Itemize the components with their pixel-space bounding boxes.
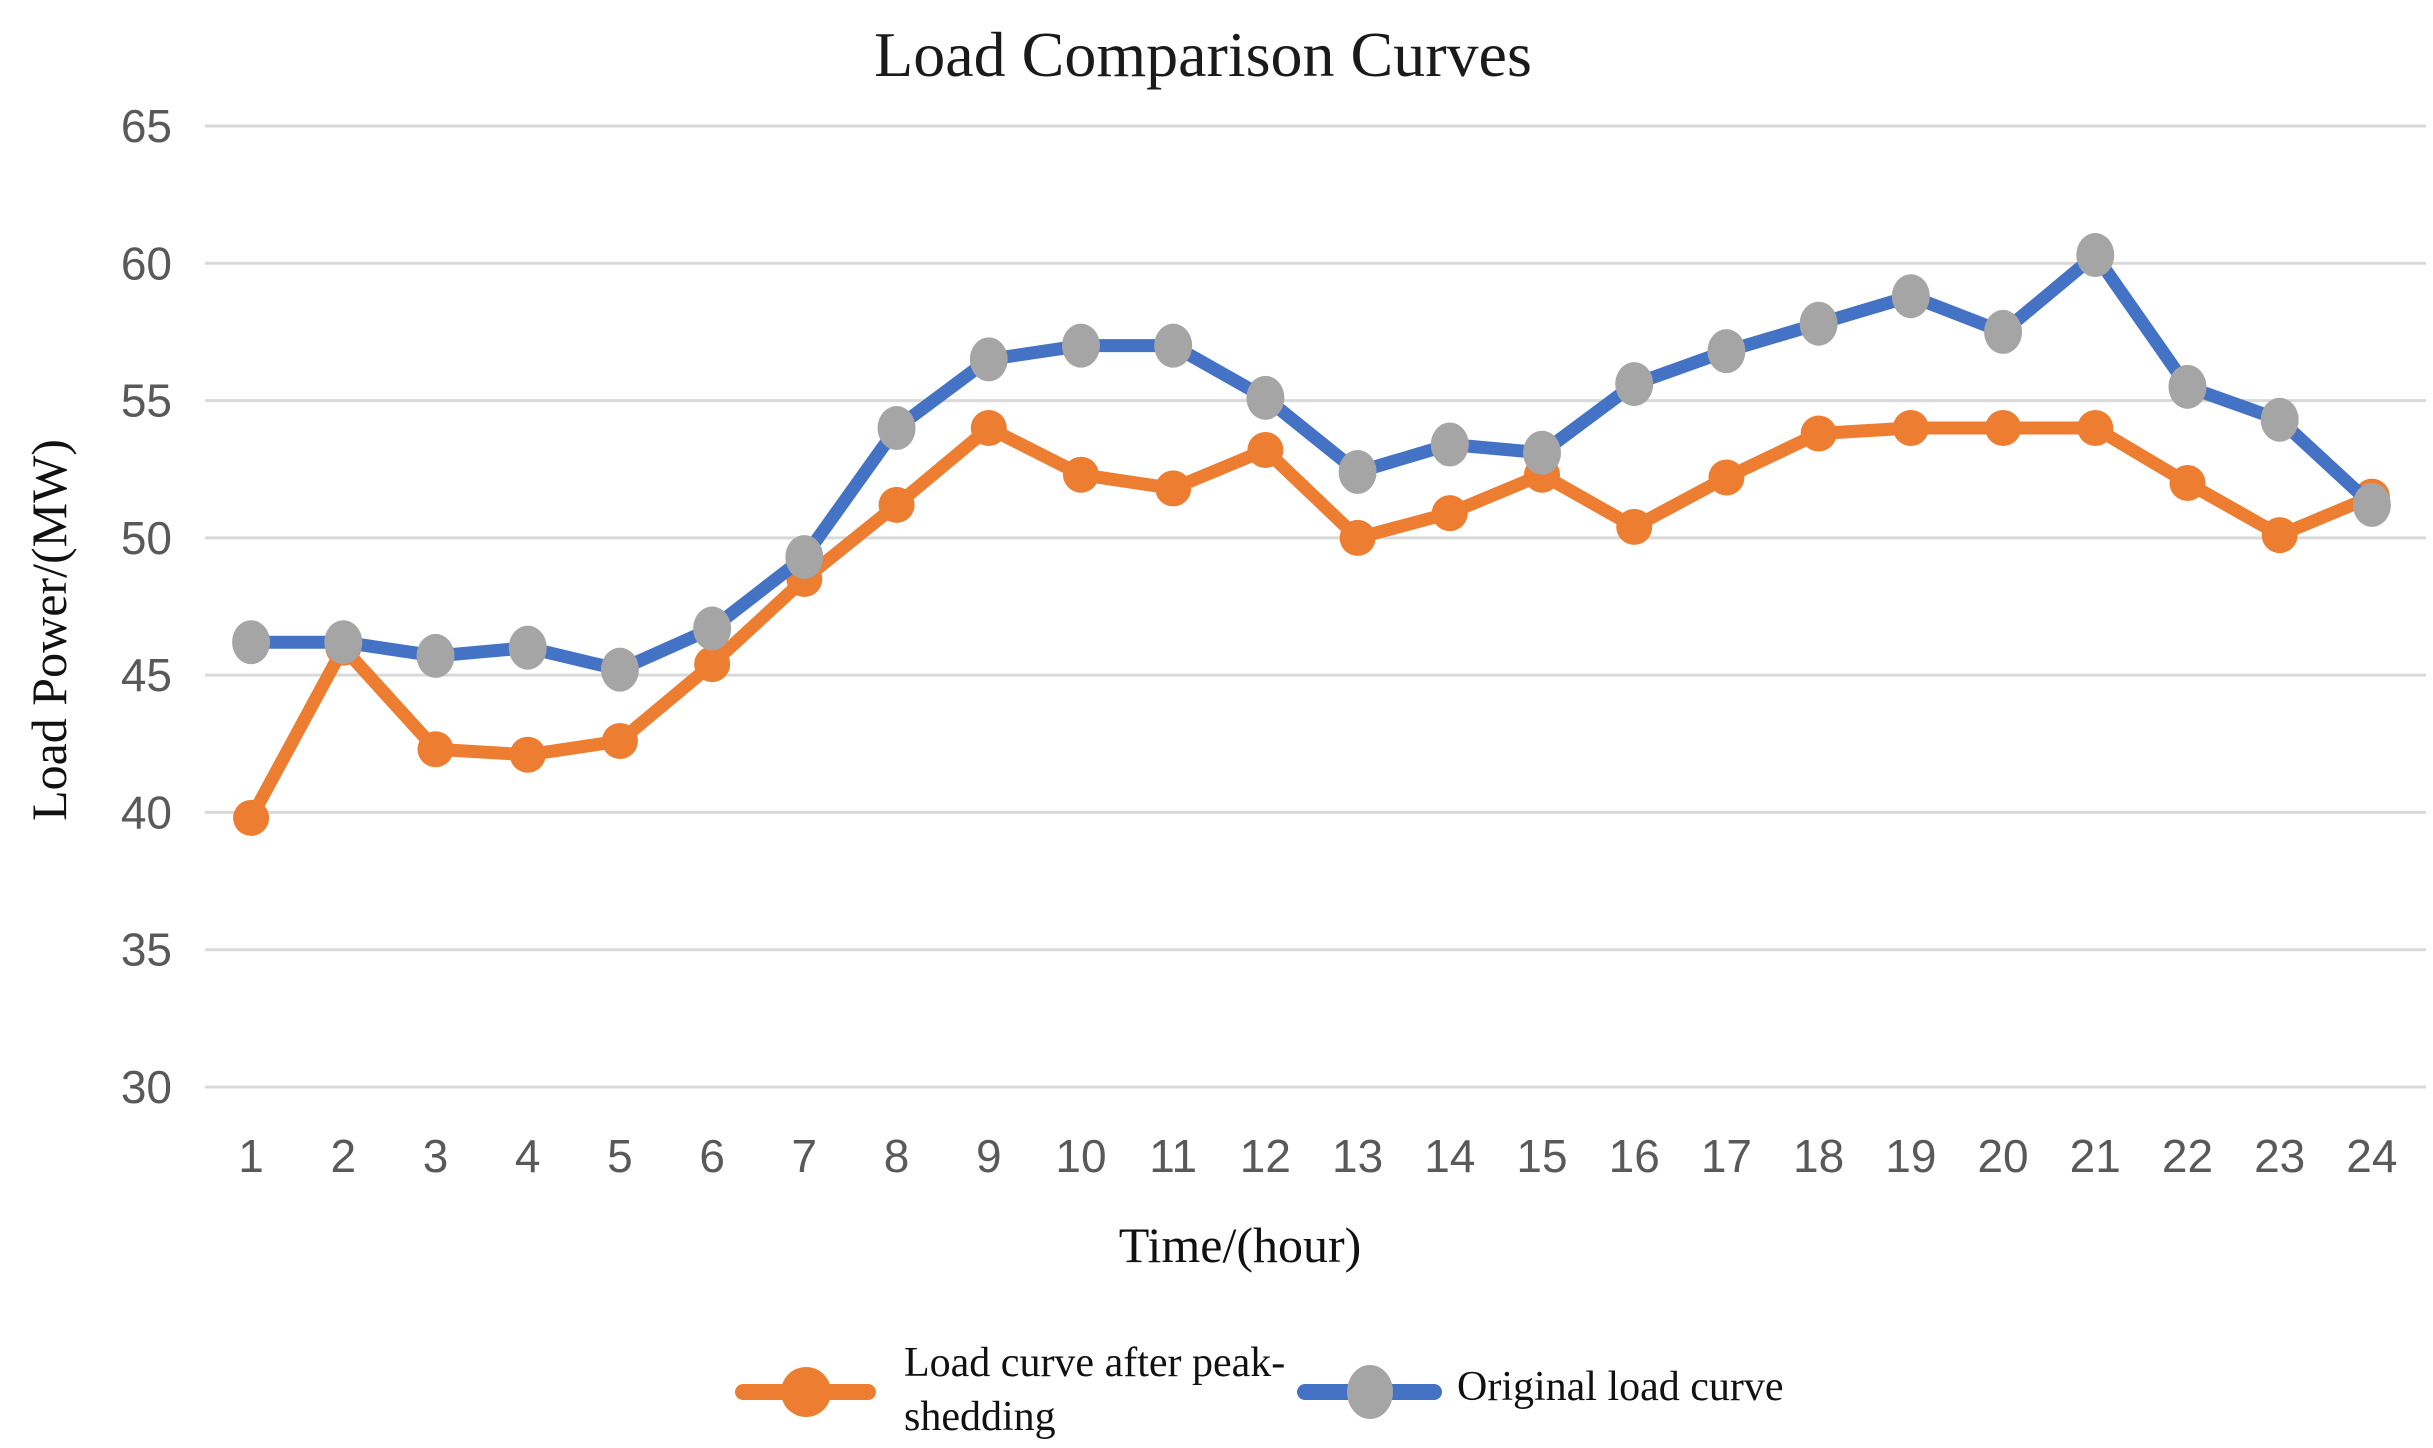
marker-peakshed-h13: [1339, 519, 1376, 556]
x-tick-label-3: 3: [423, 1130, 449, 1182]
y-tick-label-60: 60: [121, 237, 172, 289]
marker-peakshed-h4: [509, 736, 546, 773]
x-tick-label-22: 22: [2162, 1130, 2213, 1182]
x-tick-label-14: 14: [1424, 1130, 1475, 1182]
x-tick-label-24: 24: [2346, 1130, 2397, 1182]
marker-peakshed-h5: [601, 723, 638, 760]
marker-original-h22: [2168, 364, 2207, 409]
legend-label-peakshed-line1: Load curve after peak-: [904, 1340, 1285, 1386]
x-tick-label-9: 9: [976, 1130, 1002, 1182]
y-tick-label-35: 35: [121, 924, 172, 976]
marker-original-h4: [508, 625, 547, 670]
marker-peakshed-h23: [2261, 517, 2298, 554]
legend-label-peakshed-line2: shedding: [904, 1394, 1056, 1440]
y-tick-labels: 65 60 55 50 45 40 35 30: [121, 100, 172, 1113]
marker-original-h1: [232, 620, 271, 665]
marker-peakshed-h22: [2169, 464, 2206, 501]
x-tick-label-23: 23: [2254, 1130, 2305, 1182]
marker-original-h5: [600, 647, 639, 692]
marker-peakshed-h14: [1431, 495, 1468, 532]
y-tick-label-40: 40: [121, 786, 172, 838]
marker-original-h19: [1891, 274, 1930, 319]
marker-peakshed-h12: [1247, 431, 1284, 468]
marker-original-h17: [1707, 329, 1746, 374]
x-tick-label-13: 13: [1332, 1130, 1383, 1182]
x-tick-label-7: 7: [792, 1130, 818, 1182]
marker-original-h6: [693, 606, 732, 651]
marker-original-h16: [1615, 362, 1654, 407]
y-tick-label-50: 50: [121, 512, 172, 564]
gridlines: [205, 124, 2426, 1089]
marker-peakshed-h20: [1985, 410, 2022, 447]
x-tick-label-20: 20: [1977, 1130, 2028, 1182]
marker-original-h8: [877, 406, 916, 451]
x-tick-label-12: 12: [1240, 1130, 1291, 1182]
marker-peakshed-h19: [1892, 410, 1929, 447]
x-tick-label-2: 2: [331, 1130, 357, 1182]
marker-original-h12: [1246, 375, 1285, 420]
marker-original-h13: [1338, 449, 1377, 494]
legend-marker-original: [1347, 1365, 1393, 1419]
x-tick-label-1: 1: [238, 1130, 264, 1182]
x-tick-label-15: 15: [1516, 1130, 1567, 1182]
x-tick-label-5: 5: [607, 1130, 633, 1182]
x-tick-label-6: 6: [699, 1130, 725, 1182]
marker-original-h20: [1984, 309, 2023, 354]
chart-title: Load Comparison Curves: [874, 19, 1532, 90]
marker-original-h11: [1154, 323, 1193, 368]
marker-peakshed-h11: [1155, 470, 1192, 507]
marker-peakshed-h10: [1062, 456, 1099, 493]
marker-original-h10: [1061, 323, 1100, 368]
legend-marker-peakshed: [781, 1367, 831, 1417]
marker-original-h18: [1799, 301, 1838, 346]
y-tick-label-45: 45: [121, 649, 172, 701]
marker-peakshed-h21: [2077, 410, 2114, 447]
x-tick-label-21: 21: [2070, 1130, 2121, 1182]
marker-peakshed-h3: [417, 731, 454, 768]
x-tick-label-16: 16: [1609, 1130, 1660, 1182]
legend-label-original: Original load curve: [1457, 1364, 1784, 1410]
x-tick-label-18: 18: [1793, 1130, 1844, 1182]
x-tick-label-10: 10: [1055, 1130, 1106, 1182]
marker-original-h2: [324, 620, 363, 665]
marker-peakshed-h1: [233, 799, 270, 836]
marker-peakshed-h6: [694, 646, 731, 683]
x-tick-label-4: 4: [515, 1130, 541, 1182]
series-line-peakshed: [244, 421, 2379, 825]
y-tick-label-30: 30: [121, 1061, 172, 1113]
y-axis-title: Load Power/(MW): [21, 439, 77, 821]
series-layer: [232, 233, 2391, 836]
x-tick-label-19: 19: [1885, 1130, 1936, 1182]
legend: Load curve after peak- shedding Original…: [735, 1340, 1784, 1440]
marker-original-h23: [2260, 397, 2299, 442]
marker-peakshed-h18: [1800, 415, 1837, 452]
y-tick-label-65: 65: [121, 100, 172, 152]
marker-original-h3: [416, 633, 455, 678]
x-tick-label-8: 8: [884, 1130, 910, 1182]
marker-original-h7: [785, 535, 824, 580]
marker-original-h15: [1523, 430, 1562, 475]
marker-peakshed-h8: [878, 486, 915, 523]
x-axis-title: Time/(hour): [1119, 1217, 1362, 1273]
marker-original-h21: [2076, 233, 2115, 278]
marker-peakshed-h16: [1616, 508, 1653, 545]
marker-original-h24: [2352, 482, 2391, 527]
x-tick-labels: 1 2 3 4 5 6 7 8 9 10 11 12 13 14 15 16 17 18 19 20 21 22 23 24: [238, 1130, 2397, 1182]
y-tick-label-55: 55: [121, 375, 172, 427]
marker-peakshed-h9: [970, 410, 1007, 447]
marker-peakshed-h17: [1708, 459, 1745, 496]
marker-original-h9: [969, 337, 1008, 382]
marker-original-h14: [1430, 422, 1469, 467]
x-tick-label-17: 17: [1701, 1130, 1752, 1182]
x-tick-label-11: 11: [1149, 1130, 1197, 1182]
series-line-original: [244, 248, 2379, 677]
